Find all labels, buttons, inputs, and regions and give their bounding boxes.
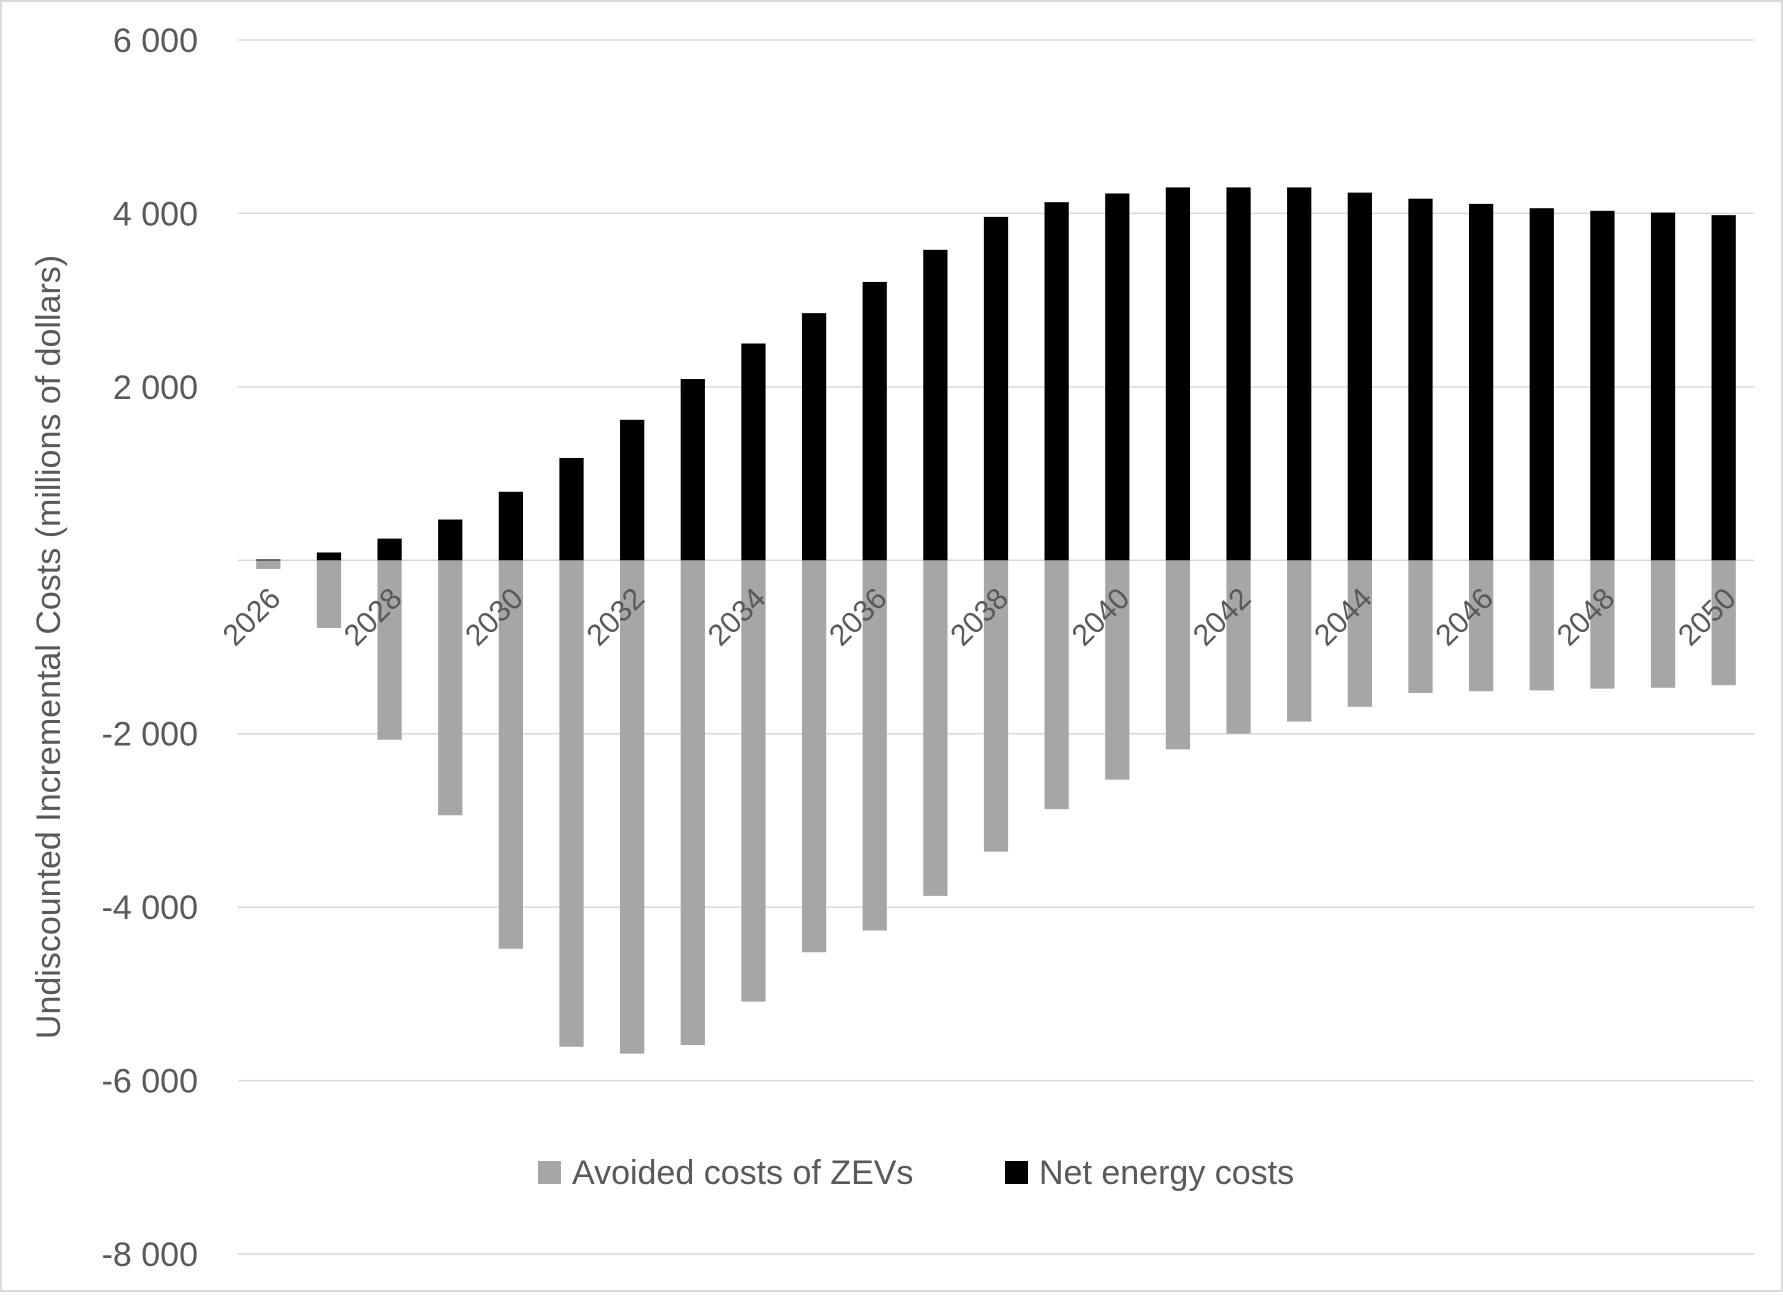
bar-avoided-costs	[680, 560, 705, 1046]
bar-avoided-costs	[1287, 560, 1312, 722]
bar-net-energy-costs	[923, 249, 948, 561]
bar-avoided-costs	[862, 560, 887, 931]
y-tick-label: -2 000	[102, 716, 198, 754]
bar-avoided-costs	[923, 560, 948, 896]
y-tick-label: -8 000	[102, 1236, 198, 1274]
y-tick-label: 2 000	[113, 369, 198, 407]
bar-net-energy-costs	[1408, 198, 1433, 561]
y-axis-ticks: 6 000 4 000 2 000 -2 000 -4 000 -6 000 -8 000	[102, 22, 198, 1274]
bar-avoided-costs	[620, 560, 645, 1054]
bar-net-energy-costs	[438, 519, 463, 561]
bar-avoided-costs	[1590, 560, 1615, 689]
bar-avoided-costs	[316, 560, 342, 628]
bar-avoided-costs	[1347, 560, 1372, 707]
bar-net-energy-costs	[680, 379, 705, 561]
bar-net-energy-costs	[1287, 187, 1312, 561]
bar-avoided-costs	[1650, 560, 1676, 688]
bar-net-energy-costs	[1650, 212, 1676, 561]
bar-avoided-costs	[1408, 560, 1433, 693]
bar-avoided-costs	[983, 560, 1009, 852]
bar-avoided-costs	[801, 560, 827, 953]
bar-avoided-costs	[1711, 560, 1736, 686]
bar-net-energy-costs	[256, 559, 281, 561]
bar-net-energy-costs	[862, 281, 887, 561]
legend-swatch-avoided	[538, 1161, 561, 1184]
bar-net-energy-costs	[1105, 193, 1130, 561]
y-axis-title: Undiscounted Incremental Costs (millions…	[30, 255, 68, 1039]
bar-net-energy-costs	[1226, 187, 1251, 561]
bar-net-energy-costs	[1347, 192, 1372, 561]
bars	[256, 187, 1736, 1054]
y-tick-label: -4 000	[102, 889, 198, 927]
bar-avoided-costs	[256, 560, 281, 569]
bar-net-energy-costs	[1711, 215, 1736, 561]
bar-net-energy-costs	[1529, 208, 1554, 561]
bar-net-energy-costs	[983, 216, 1009, 561]
bar-net-energy-costs	[1165, 187, 1191, 561]
bar-net-energy-costs	[1468, 203, 1494, 561]
y-tick-label: -6 000	[102, 1063, 198, 1101]
bar-avoided-costs	[1044, 560, 1069, 810]
bar-avoided-costs	[1529, 560, 1554, 691]
bar-avoided-costs	[1105, 560, 1130, 780]
x-tick-label: 2026	[217, 582, 288, 653]
y-tick-label: 4 000	[113, 195, 198, 233]
bar-avoided-costs	[1468, 560, 1494, 692]
y-tick-label: 6 000	[113, 22, 198, 60]
bar-avoided-costs	[498, 560, 524, 949]
bar-net-energy-costs	[498, 491, 524, 561]
bar-net-energy-costs	[741, 343, 766, 561]
bar-net-energy-costs	[377, 538, 402, 561]
bar-avoided-costs	[559, 560, 584, 1047]
bar-net-energy-costs	[801, 313, 827, 561]
bar-net-energy-costs	[316, 552, 342, 561]
legend-label-net: Net energy costs	[1039, 1154, 1294, 1192]
legend-label-avoided: Avoided costs of ZEVs	[572, 1154, 913, 1192]
bar-avoided-costs	[1165, 560, 1191, 750]
bar-avoided-costs	[377, 560, 402, 740]
bar-net-energy-costs	[1044, 202, 1069, 561]
bar-net-energy-costs	[1590, 210, 1615, 561]
legend: Avoided costs of ZEVs Net energy costs	[538, 1154, 1294, 1192]
bar-avoided-costs	[741, 560, 766, 1002]
legend-swatch-net	[1005, 1161, 1028, 1184]
bar-avoided-costs	[438, 560, 463, 816]
bar-net-energy-costs	[620, 419, 645, 561]
bar-avoided-costs	[1226, 560, 1251, 734]
bar-net-energy-costs	[559, 457, 584, 561]
